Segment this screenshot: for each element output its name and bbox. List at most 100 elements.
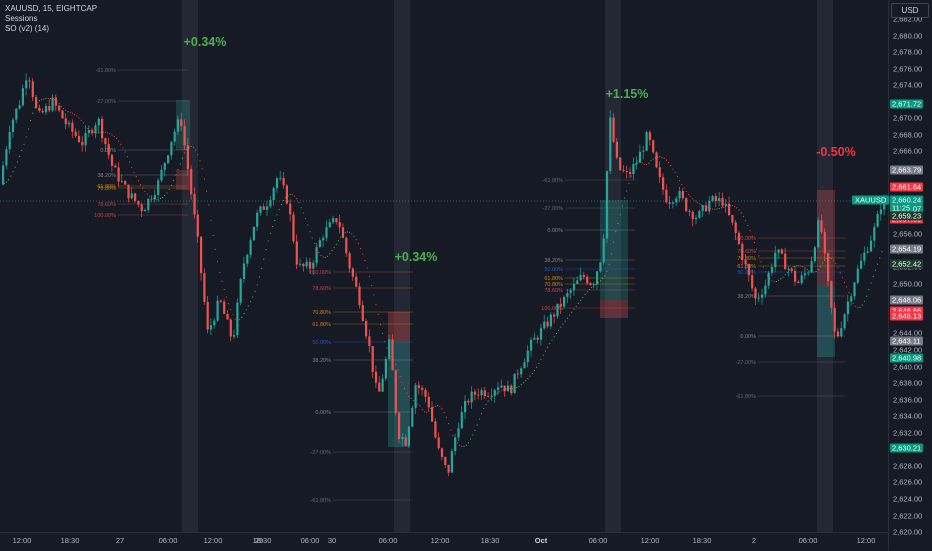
- candle-body: [246, 254, 249, 264]
- candle-body: [671, 202, 675, 204]
- so-indicator-dot: [243, 313, 245, 315]
- so-indicator-dot: [379, 324, 381, 326]
- sessions-indicator-label[interactable]: Sessions: [5, 14, 38, 23]
- so-indicator-dot: [30, 120, 32, 122]
- so-indicator-dot: [586, 291, 588, 293]
- candle-body: [157, 180, 160, 195]
- session-change-label: +0.34%: [184, 35, 227, 49]
- so-indicator-dot: [397, 369, 399, 371]
- candle-body: [744, 259, 747, 265]
- fib-level-label: 78.60%: [544, 288, 563, 294]
- so-indicator-dot: [606, 270, 608, 272]
- so-indicator-dot: [775, 281, 777, 283]
- so-indicator-dot: [791, 267, 793, 269]
- candle-body: [698, 211, 701, 218]
- candle-body: [394, 370, 397, 413]
- so-indicator-dot: [709, 208, 711, 210]
- price-tick: 2,674.00: [893, 80, 923, 90]
- so-indicator-dot: [632, 169, 634, 171]
- so-indicator-dot: [800, 265, 802, 267]
- so-indicator-dot: [855, 305, 857, 307]
- so-indicator-dot: [318, 252, 320, 254]
- candle-body: [800, 275, 803, 284]
- price-tick: 2,644.00: [893, 328, 923, 338]
- so-indicator-dot: [657, 156, 659, 158]
- so-indicator-dot: [305, 218, 307, 220]
- so-indicator-dot: [25, 136, 27, 138]
- candle-body: [879, 209, 882, 215]
- so-indicator-dot: [159, 198, 161, 200]
- so-indicator-dot: [265, 249, 267, 251]
- candle-body: [143, 209, 147, 212]
- candle-body: [827, 253, 830, 282]
- so-indicator-dot: [415, 402, 417, 404]
- candle-body: [629, 172, 632, 175]
- candle-body: [619, 157, 622, 171]
- currency-button[interactable]: USD: [891, 3, 929, 18]
- so-indicator-dot: [465, 444, 467, 446]
- chart-pane[interactable]: -61.80%-27.00%0.00%38.20%61.80%70.80%78.…: [0, 0, 888, 532]
- candle-body: [490, 395, 493, 397]
- time-axis[interactable]: 12:00 18:30 27 06:00 12:00 18:30 29 06:00 30 06:0…: [0, 532, 888, 551]
- candle-body: [863, 252, 866, 261]
- price-tick: 2,668.00: [893, 130, 923, 140]
- so-indicator-dot: [146, 193, 148, 195]
- so-indicator-dot: [333, 247, 335, 249]
- candle-body: [299, 263, 302, 265]
- price-tick: 2,628.00: [893, 461, 923, 471]
- candle-body: [269, 200, 272, 207]
- so-indicator-dot: [542, 354, 544, 356]
- so-indicator-label[interactable]: SO (v2) (14): [5, 24, 50, 33]
- so-indicator-dot: [749, 229, 751, 232]
- so-indicator-dot: [331, 250, 333, 252]
- so-indicator-dot: [602, 278, 604, 280]
- candle-body: [391, 339, 394, 371]
- so-indicator-dot: [188, 146, 190, 148]
- candle-body: [279, 177, 282, 179]
- so-indicator-dot: [566, 317, 568, 319]
- candle-body: [401, 437, 404, 440]
- fib-level-label: 38.20%: [312, 358, 331, 364]
- candle-body: [242, 263, 246, 280]
- fib-level-label: 100.00%: [309, 270, 331, 276]
- so-indicator-dot: [252, 296, 254, 298]
- so-indicator-dot: [423, 411, 425, 413]
- so-indicator-dot: [302, 212, 304, 214]
- candle-body: [8, 132, 11, 150]
- so-indicator-dot: [560, 326, 562, 328]
- so-indicator-dot: [835, 262, 837, 264]
- candle-body: [361, 305, 364, 321]
- candle-body: [41, 110, 44, 113]
- candle-body: [71, 122, 74, 132]
- so-indicator-dot: [232, 314, 234, 316]
- so-indicator-dot: [736, 207, 738, 209]
- candle-body: [381, 378, 384, 392]
- candle-body: [305, 261, 308, 267]
- so-indicator-dot: [210, 219, 212, 221]
- fib-level-label: 61.80%: [544, 276, 563, 282]
- price-tag: 2,652.42: [890, 259, 924, 269]
- so-indicator-dot: [170, 184, 172, 186]
- so-indicator-dot: [811, 271, 813, 273]
- candle-body: [503, 385, 506, 392]
- so-indicator-dot: [60, 105, 62, 107]
- so-indicator-dot: [144, 190, 146, 192]
- so-indicator-dot: [778, 279, 780, 281]
- candle-body: [813, 247, 816, 262]
- so-indicator-dot: [494, 394, 496, 396]
- so-indicator-dot: [285, 197, 287, 199]
- so-indicator-dot: [668, 161, 670, 164]
- so-indicator-dot: [441, 408, 443, 410]
- so-indicator-dot: [815, 271, 817, 273]
- price-axis[interactable]: 2,682.00 2,680.00 2,678.00 2,676.00 2,674.00…: [888, 0, 932, 550]
- symbol-title[interactable]: XAUUSD, 15, EIGHTCAP: [5, 4, 98, 13]
- candle-body: [120, 181, 123, 182]
- candle-body: [424, 389, 427, 397]
- so-indicator-dot: [813, 271, 815, 273]
- so-indicator-dot: [808, 270, 810, 272]
- candle-body: [417, 385, 420, 388]
- price-chart[interactable]: -61.80%-27.00%0.00%38.20%61.80%70.80%78.…: [0, 0, 888, 532]
- so-indicator-dot: [439, 405, 441, 407]
- candle-body: [645, 132, 648, 151]
- candle-body: [101, 118, 104, 139]
